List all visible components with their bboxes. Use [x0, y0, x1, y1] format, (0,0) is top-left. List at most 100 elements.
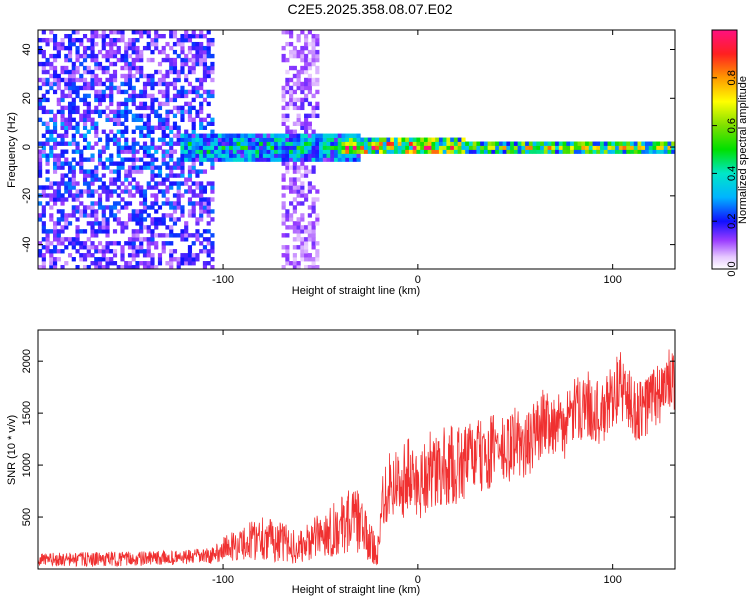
heatmap-cell: [281, 205, 286, 210]
heatmap-cell: [281, 153, 286, 158]
heatmap-cell: [105, 193, 110, 198]
heatmap-cell: [82, 145, 88, 150]
heatmap-cell: [41, 145, 46, 150]
heatmap-cell: [169, 145, 174, 150]
heatmap-cell: [150, 141, 155, 146]
heatmap-cell: [49, 253, 54, 258]
heatmap-cell: [64, 225, 69, 230]
heatmap-cell: [214, 149, 219, 154]
heatmap-cell: [255, 149, 260, 154]
heatmap-cell: [41, 153, 46, 158]
heatmap-cell: [71, 97, 76, 103]
heatmap-cell: [184, 261, 189, 266]
heatmap-cell: [41, 149, 46, 154]
heatmap-cell: [663, 145, 668, 150]
heatmap-cell: [146, 113, 151, 119]
heatmap-cell: [71, 141, 76, 146]
heatmap-cell: [161, 89, 166, 95]
heatmap-cell: [67, 113, 73, 119]
heatmap-cell: [292, 133, 297, 138]
heatmap-cell: [281, 145, 286, 150]
heatmap-cell: [180, 141, 185, 146]
heatmap-cell: [596, 141, 601, 146]
heatmap-cell: [45, 245, 50, 250]
heatmap-cell: [281, 201, 286, 206]
heatmap-cell: [285, 85, 290, 91]
heatmap-cell: [45, 185, 50, 190]
heatmap-cell: [172, 105, 178, 111]
heatmap-cell: [169, 181, 174, 186]
heatmap-cell: [97, 241, 103, 246]
heatmap-cell: [67, 117, 73, 123]
heatmap-cell: [667, 145, 672, 150]
heatmap-cell: [49, 261, 54, 266]
heatmap-cell: [292, 245, 297, 250]
heatmap-cell: [124, 89, 129, 95]
heatmap-cell: [67, 73, 73, 79]
heatmap-cell: [296, 117, 301, 123]
heatmap-cell: [289, 49, 294, 55]
heatmap-cell: [341, 153, 346, 158]
heatmap-cell: [94, 261, 99, 266]
heatmap-cell: [38, 101, 43, 107]
colorbar-ticks: 0.00.20.40.60.8: [712, 70, 738, 277]
heatmap-cell: [38, 141, 43, 146]
heatmap-cell: [285, 249, 290, 254]
heatmap-cell: [191, 193, 196, 198]
heatmap-cell: [176, 89, 181, 95]
heatmap-cell: [86, 185, 91, 190]
heatmap-cell: [217, 145, 223, 150]
heatmap-cell: [86, 181, 91, 186]
heatmap-cell: [528, 141, 534, 146]
heatmap-cell: [86, 45, 91, 51]
heatmap-cell: [442, 149, 447, 154]
heatmap-cell: [41, 229, 46, 234]
heatmap-cell: [94, 141, 99, 146]
heatmap-cell: [442, 145, 447, 150]
x-tick-label: 100: [603, 574, 621, 586]
heatmap-cell: [71, 165, 76, 170]
chart-title: C2E5.2025.358.08.07.E02: [287, 1, 452, 17]
heatmap-cell: [127, 53, 133, 59]
heatmap-cell: [67, 81, 73, 87]
y-tick-label: 2000: [21, 349, 33, 373]
heatmap-cell: [139, 241, 144, 246]
heatmap-cell: [165, 85, 170, 91]
heatmap-cell: [86, 53, 91, 59]
heatmap-cell: [390, 145, 395, 150]
heatmap-cell: [109, 137, 114, 142]
heatmap-cell: [176, 109, 181, 115]
heatmap-cell: [75, 37, 80, 43]
heatmap-cell: [67, 41, 73, 47]
heatmap-cell: [109, 41, 114, 47]
heatmap-cell: [127, 245, 133, 250]
heatmap-cell: [285, 161, 290, 166]
heatmap-cell: [199, 233, 204, 238]
heatmap-cell: [56, 141, 61, 146]
heatmap-cell: [56, 153, 61, 158]
heatmap-cell: [82, 101, 88, 107]
heatmap-cell: [191, 149, 196, 154]
heatmap-cell: [131, 253, 136, 258]
heatmap-cell: [184, 149, 189, 154]
heatmap-cell: [71, 241, 76, 246]
heatmap-cell: [38, 161, 43, 166]
heatmap-cell: [169, 153, 174, 158]
heatmap-cell: [52, 165, 58, 170]
x-tick-label: 100: [603, 274, 621, 286]
heatmap-cell: [112, 61, 118, 67]
heatmap-cell: [592, 141, 597, 146]
heatmap-cell: [101, 65, 106, 71]
heatmap-cell: [307, 121, 312, 126]
heatmap-cell: [581, 149, 586, 154]
heatmap-cell: [240, 133, 245, 138]
heatmap-cell: [67, 241, 73, 246]
heatmap-cell: [206, 45, 211, 51]
heatmap-cell: [184, 137, 189, 142]
heatmap-cell: [169, 137, 174, 142]
heatmap-cell: [60, 37, 65, 43]
heatmap-cell: [60, 125, 65, 130]
heatmap-cell: [131, 113, 136, 119]
heatmap-cell: [75, 65, 80, 71]
heatmap-cell: [75, 109, 80, 115]
